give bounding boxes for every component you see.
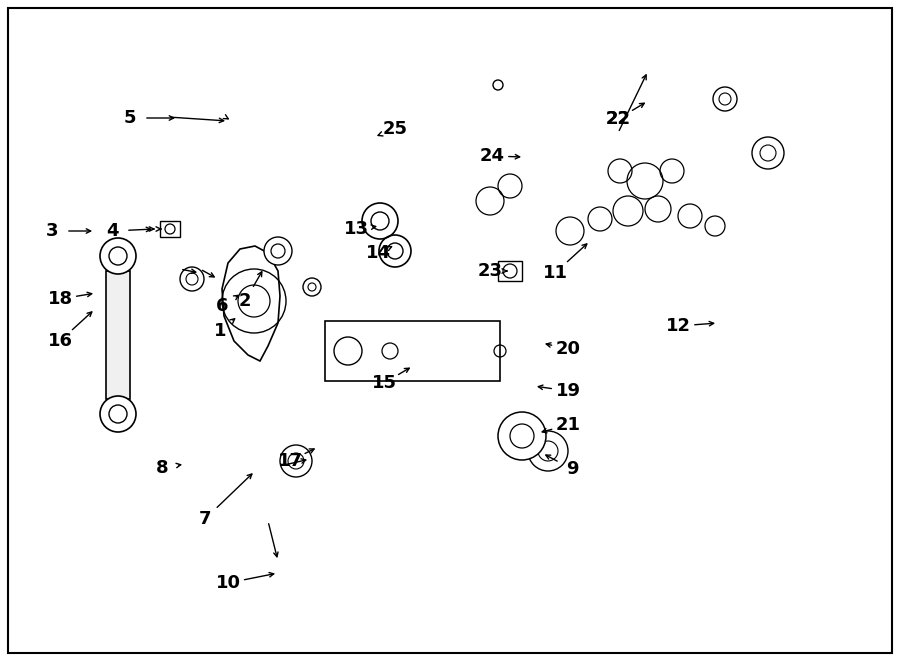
Text: 21: 21: [555, 416, 580, 434]
Text: 15: 15: [372, 374, 397, 392]
Text: 23: 23: [478, 262, 502, 280]
Text: 18: 18: [48, 290, 73, 308]
Text: 5: 5: [124, 109, 136, 127]
Text: 22: 22: [606, 110, 631, 128]
Circle shape: [100, 238, 136, 274]
Polygon shape: [270, 561, 290, 576]
Bar: [325, 321, 500, 381]
Text: 24: 24: [480, 147, 505, 165]
Text: 10: 10: [215, 574, 240, 592]
Text: 1: 1: [214, 322, 226, 340]
Text: 4: 4: [106, 222, 118, 240]
Text: 12: 12: [665, 317, 690, 335]
Text: 7: 7: [199, 510, 212, 528]
Text: 13: 13: [344, 220, 368, 238]
Text: 3: 3: [46, 222, 58, 240]
Text: 16: 16: [48, 332, 73, 350]
Circle shape: [264, 237, 292, 265]
Text: 11: 11: [543, 264, 568, 282]
Text: 19: 19: [555, 382, 580, 400]
Text: 25: 25: [382, 120, 408, 138]
Bar: [498, 261, 522, 281]
Bar: [106, 271, 130, 399]
Text: 17: 17: [277, 452, 302, 470]
Text: 2: 2: [238, 292, 251, 310]
Bar: [160, 221, 180, 237]
Text: 14: 14: [365, 244, 391, 262]
Text: 6: 6: [216, 297, 229, 315]
Text: 22: 22: [606, 110, 631, 128]
Circle shape: [100, 396, 136, 432]
Circle shape: [498, 412, 546, 460]
Text: 9: 9: [566, 460, 578, 478]
Text: 8: 8: [156, 459, 168, 477]
Text: 20: 20: [555, 340, 580, 358]
